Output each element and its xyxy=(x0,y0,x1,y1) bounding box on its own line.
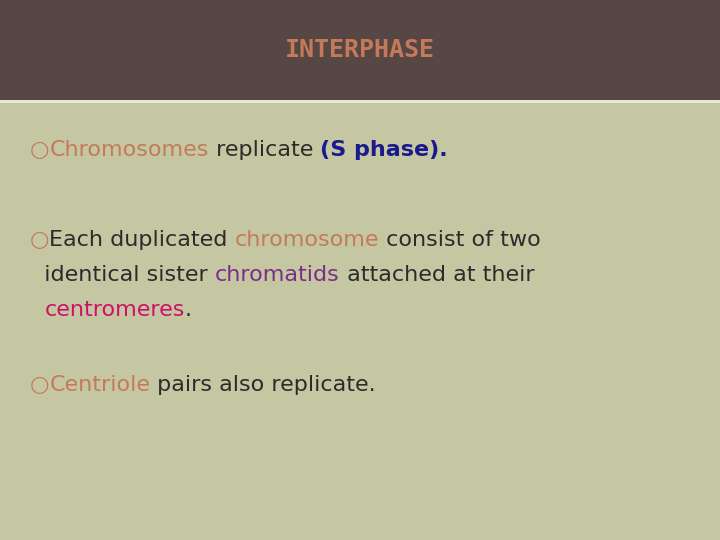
Text: .: . xyxy=(184,300,192,320)
Text: centromeres: centromeres xyxy=(44,300,184,320)
Text: ○: ○ xyxy=(30,230,50,250)
Text: chromatids: chromatids xyxy=(215,265,340,285)
Text: Each duplicated: Each duplicated xyxy=(50,230,235,250)
Text: ○: ○ xyxy=(30,375,50,395)
Text: (S phase).: (S phase). xyxy=(320,140,448,160)
Text: replicate: replicate xyxy=(209,140,320,160)
Bar xyxy=(0,100,720,103)
Text: consist of two: consist of two xyxy=(379,230,541,250)
Text: ○: ○ xyxy=(30,140,50,160)
Text: Chromosomes: Chromosomes xyxy=(50,140,209,160)
Text: pairs also replicate.: pairs also replicate. xyxy=(150,375,376,395)
Text: identical sister: identical sister xyxy=(30,265,215,285)
Text: Centriole: Centriole xyxy=(50,375,150,395)
Text: INTERPHASE: INTERPHASE xyxy=(285,38,435,62)
Text: chromosome: chromosome xyxy=(235,230,379,250)
Text: attached at their: attached at their xyxy=(340,265,534,285)
Bar xyxy=(0,0,720,100)
